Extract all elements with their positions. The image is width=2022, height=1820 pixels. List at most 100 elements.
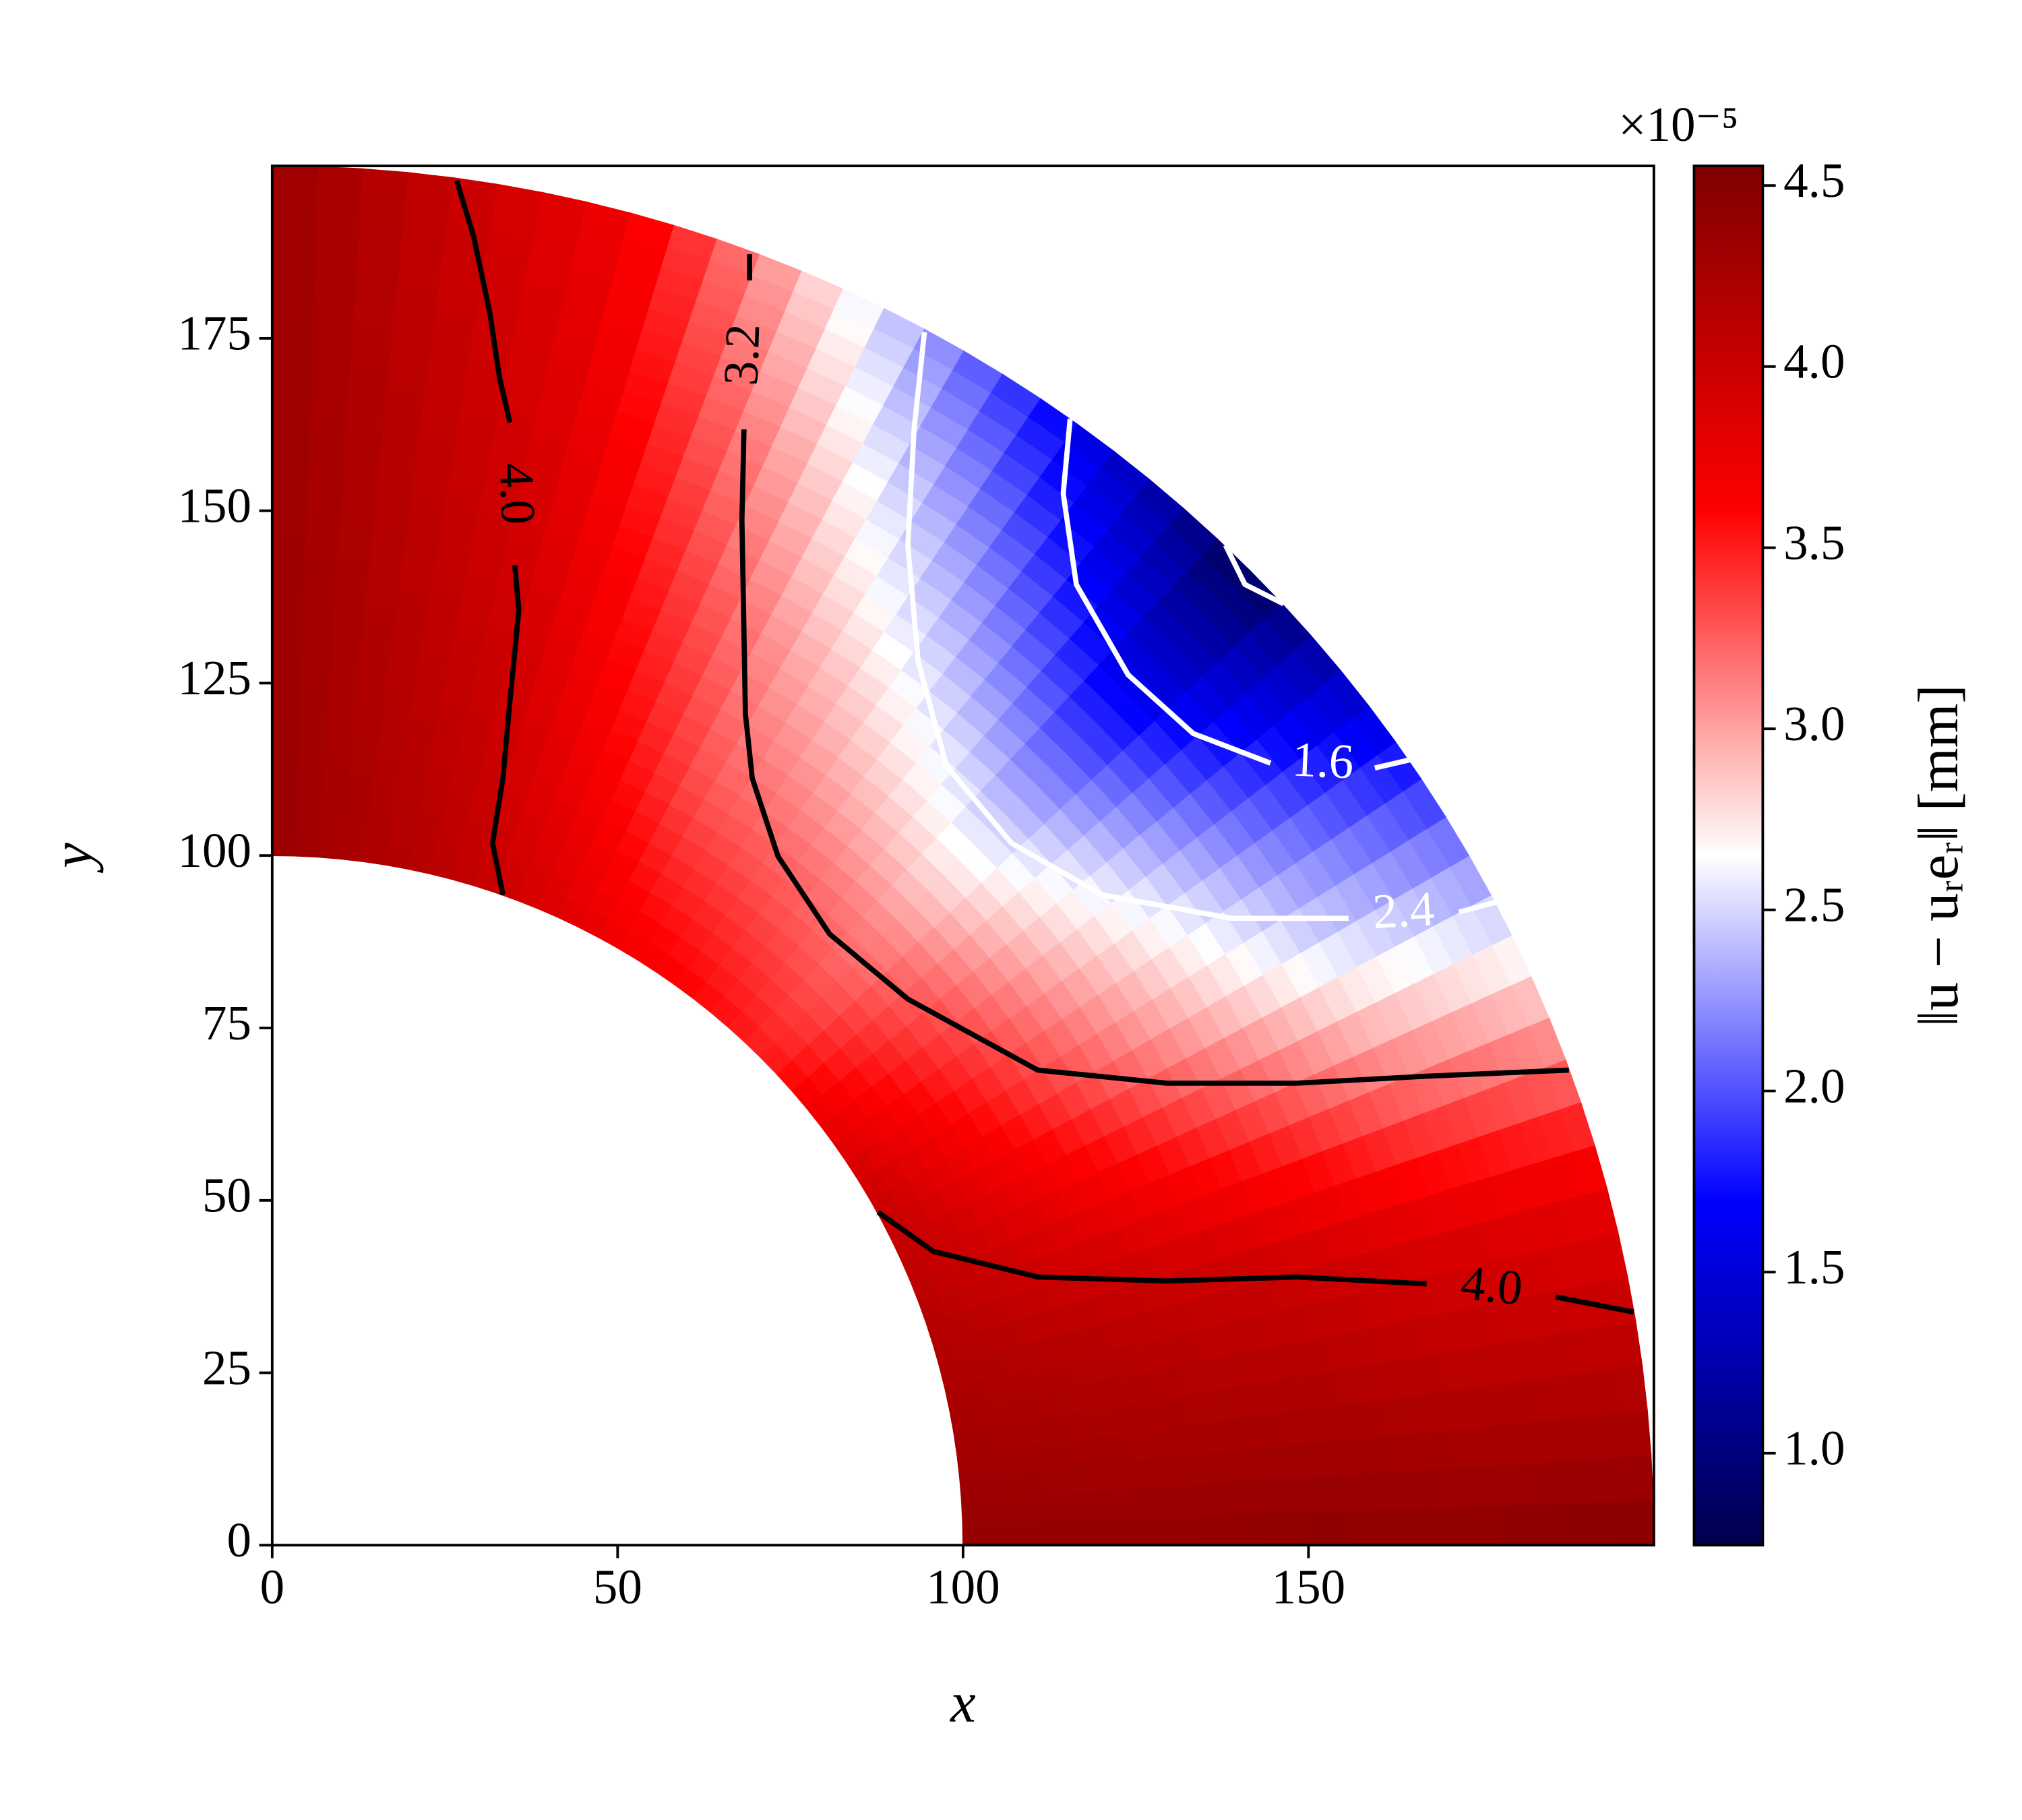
field-cell bbox=[307, 446, 345, 471]
field-cell bbox=[1070, 1517, 1093, 1546]
field-cell bbox=[357, 211, 404, 238]
field-cell bbox=[341, 815, 369, 841]
y-axis-label: y bbox=[41, 843, 104, 874]
field-cell bbox=[962, 1521, 985, 1546]
field-cell bbox=[356, 233, 402, 260]
field-cell bbox=[1004, 1495, 1029, 1522]
field-cell bbox=[1155, 1485, 1180, 1517]
field-cell bbox=[1453, 1426, 1479, 1469]
colorbar-tick-label: 2.5 bbox=[1783, 878, 1845, 932]
field-cell bbox=[1091, 1517, 1115, 1546]
field-cell bbox=[982, 1496, 1007, 1523]
field-cell bbox=[272, 165, 318, 189]
contour-label: 4.0 bbox=[489, 462, 546, 525]
field-cell bbox=[1156, 1515, 1180, 1546]
field-cell bbox=[352, 708, 383, 734]
field-cell bbox=[272, 402, 311, 426]
field-cell bbox=[272, 768, 299, 792]
y-tick-label: 25 bbox=[202, 1340, 251, 1395]
field-cell bbox=[1477, 1464, 1503, 1507]
contour-label: 1.6 bbox=[1291, 731, 1355, 789]
field-cell bbox=[272, 208, 317, 232]
field-cell bbox=[272, 596, 304, 620]
field-cell bbox=[1149, 1426, 1175, 1459]
field-cell bbox=[272, 704, 301, 727]
field-cell bbox=[1195, 1451, 1221, 1486]
field-cell bbox=[298, 704, 328, 729]
field-cell bbox=[1517, 1420, 1544, 1464]
field-cell bbox=[349, 340, 392, 367]
field-cell bbox=[995, 1422, 1022, 1451]
field-cell bbox=[294, 834, 319, 858]
contour-label: 4.0 bbox=[1459, 1255, 1525, 1316]
field-cell bbox=[1415, 1507, 1439, 1546]
field-cell bbox=[1410, 1430, 1436, 1472]
field-cell bbox=[301, 618, 334, 643]
field-cell bbox=[1090, 1489, 1115, 1519]
field-cell bbox=[361, 168, 408, 195]
field-cell bbox=[959, 1475, 984, 1501]
field-cell bbox=[1392, 1469, 1417, 1509]
field-cell bbox=[340, 469, 379, 495]
field-cell bbox=[358, 644, 392, 670]
field-cell bbox=[367, 797, 396, 823]
field-cell bbox=[1603, 1412, 1630, 1459]
field-cell bbox=[1566, 1501, 1590, 1546]
contour-line bbox=[1223, 544, 1285, 607]
field-cell bbox=[1564, 1458, 1589, 1504]
field-cell bbox=[272, 725, 300, 749]
field-cell bbox=[321, 770, 349, 795]
colorbar-offset: ×10⁻⁵ bbox=[1618, 97, 1738, 152]
field-cell bbox=[1542, 1460, 1568, 1505]
field-cell bbox=[1088, 1462, 1113, 1492]
contour-line bbox=[876, 1209, 1634, 1315]
field-cell bbox=[956, 1451, 982, 1478]
field-cell bbox=[272, 617, 303, 642]
field-cell bbox=[360, 622, 394, 648]
y-tick-label: 175 bbox=[177, 306, 251, 361]
field-cell bbox=[404, 172, 454, 200]
contour-lines: 4.0 3.2 2.4 1.6 4.0 bbox=[454, 179, 1634, 1316]
field-cell bbox=[301, 640, 332, 665]
field-cell bbox=[1349, 1472, 1374, 1511]
field-cell bbox=[1560, 1416, 1587, 1461]
colorbar-tick-label: 1.0 bbox=[1783, 1421, 1845, 1476]
field-cell bbox=[1176, 1484, 1201, 1517]
field-cell bbox=[359, 189, 406, 216]
field-cell bbox=[1370, 1471, 1395, 1510]
field-cell bbox=[356, 665, 389, 692]
field-cell bbox=[1217, 1449, 1242, 1484]
field-cell bbox=[1388, 1432, 1415, 1473]
field-cell bbox=[348, 751, 377, 777]
colorbar-tick-label: 3.5 bbox=[1783, 515, 1845, 570]
field-cell bbox=[1372, 1508, 1396, 1546]
field-cell bbox=[272, 531, 306, 555]
field-cell bbox=[272, 251, 315, 275]
field-cell bbox=[1393, 1507, 1417, 1546]
y-tick-label: 50 bbox=[202, 1168, 251, 1223]
y-tick-label: 75 bbox=[202, 996, 251, 1050]
field-cell bbox=[1262, 1478, 1287, 1513]
field-cell bbox=[1285, 1511, 1310, 1546]
field-cell bbox=[1327, 1474, 1352, 1511]
field-cell bbox=[272, 273, 315, 297]
field-cell bbox=[272, 488, 307, 512]
field-cell bbox=[272, 833, 297, 857]
field-cell bbox=[354, 686, 386, 712]
field-cell bbox=[324, 727, 353, 752]
field-cell bbox=[367, 557, 403, 584]
field-cell bbox=[272, 574, 305, 599]
field-cell bbox=[296, 769, 324, 793]
field-cell bbox=[1235, 1415, 1262, 1451]
field-cell bbox=[1456, 1465, 1481, 1507]
field-cell bbox=[1523, 1503, 1547, 1546]
colorbar-tick-label: 1.5 bbox=[1783, 1240, 1845, 1294]
field-cell bbox=[1432, 1428, 1458, 1470]
x-tick-label: 150 bbox=[1272, 1559, 1346, 1614]
field-cell bbox=[1435, 1467, 1460, 1508]
x-tick-label: 50 bbox=[593, 1559, 642, 1614]
field-cell bbox=[1307, 1510, 1331, 1546]
colorbar bbox=[1692, 164, 1765, 1547]
field-cell bbox=[1277, 1409, 1304, 1447]
